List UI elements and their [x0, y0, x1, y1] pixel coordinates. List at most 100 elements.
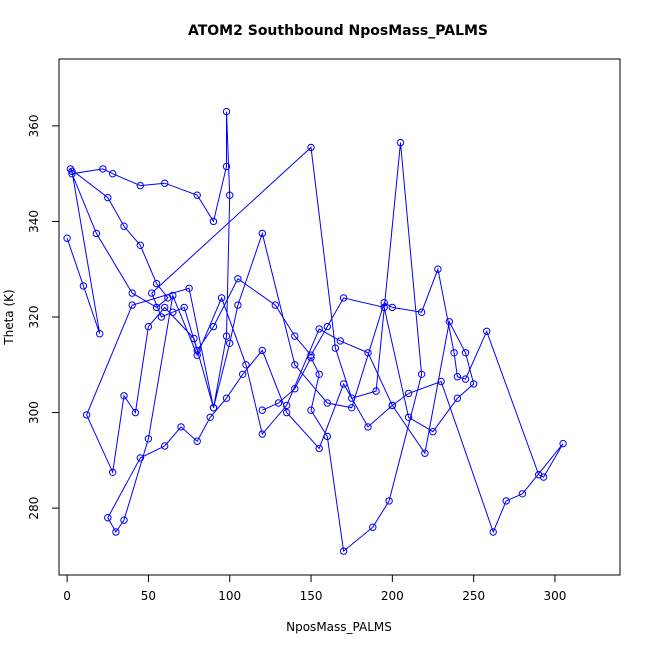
data-point: [193, 437, 201, 445]
data-point: [96, 330, 104, 338]
data-point: [453, 394, 462, 402]
data-point: [222, 394, 231, 402]
data-point: [539, 473, 548, 481]
data-point: [148, 289, 156, 297]
data-point: [364, 349, 372, 357]
data-point: [450, 349, 458, 357]
data-point: [291, 332, 299, 340]
data-point: [388, 401, 396, 410]
data-point: [136, 241, 145, 250]
data-point: [339, 380, 348, 388]
y-tick-label: 300: [27, 401, 41, 424]
data-point: [271, 301, 279, 309]
data-point: [92, 229, 101, 238]
plot-frame: [58, 58, 621, 576]
data-point: [152, 303, 161, 312]
data-point: [234, 301, 242, 309]
data-point: [315, 444, 323, 453]
chart-title: ATOM2 Southbound NposMass_PALMS: [188, 23, 488, 39]
data-point: [331, 344, 340, 352]
data-point: [339, 547, 348, 555]
data-point: [234, 275, 242, 283]
data-point: [307, 406, 315, 414]
data-point: [483, 327, 491, 335]
data-point: [161, 179, 169, 187]
y-tick-label: 320: [27, 306, 41, 329]
data-point: [364, 423, 372, 431]
data-point: [99, 165, 107, 173]
data-point: [323, 399, 331, 407]
data-point: [136, 454, 145, 462]
data-point: [380, 299, 388, 307]
x-tick-label: 250: [462, 589, 485, 603]
data-point: [104, 514, 112, 522]
x-axis: 0 50 100 150 200 250 300: [63, 574, 566, 603]
data-point: [120, 222, 128, 230]
data-point: [222, 162, 231, 171]
data-point: [68, 170, 76, 178]
data-point: [177, 423, 185, 431]
data-point: [109, 468, 117, 476]
data-point: [307, 143, 315, 152]
data-point: [274, 399, 283, 407]
data-point: [348, 394, 356, 402]
y-axis: 280 300 320 340 360: [27, 114, 60, 520]
data-point: [66, 165, 75, 173]
data-point: [518, 490, 527, 498]
y-tick-label: 340: [27, 210, 41, 233]
data-point: [417, 370, 426, 378]
data-point: [82, 411, 91, 419]
data-point: [193, 351, 201, 359]
data-point: [307, 351, 315, 359]
data-point: [242, 361, 250, 369]
x-tick-label: 200: [381, 589, 404, 603]
data-point: [336, 337, 344, 345]
data-point: [104, 193, 112, 202]
data-point: [283, 401, 291, 410]
data-point: [79, 282, 88, 290]
data-point: [63, 234, 71, 242]
data-point: [489, 528, 497, 536]
data-point: [339, 294, 348, 302]
data-point: [348, 404, 356, 412]
data-point: [323, 322, 331, 331]
data-point: [258, 229, 266, 238]
data-point: [128, 289, 136, 297]
data-point: [169, 308, 177, 316]
data-point: [559, 439, 567, 448]
data-point: [291, 385, 299, 393]
data-point: [222, 107, 231, 116]
data-point: [136, 181, 145, 190]
data-point: [421, 449, 429, 457]
y-axis-label: Theta (K): [2, 289, 16, 345]
data-point: [283, 408, 291, 417]
data-point: [369, 523, 377, 531]
data-point: [258, 430, 266, 438]
data-point: [437, 377, 445, 386]
x-tick-label: 100: [218, 589, 241, 603]
data-point: [190, 334, 198, 343]
data-point: [209, 322, 218, 331]
data-point: [388, 303, 396, 312]
data-point: [222, 332, 231, 340]
data-point: [185, 284, 193, 292]
data-point: [161, 303, 169, 312]
data-point: [380, 303, 388, 312]
data-point: [144, 435, 153, 443]
data-point: [112, 528, 120, 536]
data-point: [461, 349, 470, 357]
data-point: [315, 325, 323, 333]
data-point: [239, 370, 247, 378]
series-line: [66, 111, 564, 553]
data-point: [206, 413, 214, 421]
series-layer: [63, 107, 567, 555]
data-point: [470, 380, 478, 388]
data-point: [217, 294, 226, 302]
data-point: [193, 191, 201, 199]
data-point: [128, 301, 136, 309]
x-axis-label: NposMass_PALMS: [286, 620, 392, 634]
y-tick-label: 280: [27, 497, 41, 520]
data-point: [226, 339, 234, 347]
data-point: [144, 322, 153, 331]
